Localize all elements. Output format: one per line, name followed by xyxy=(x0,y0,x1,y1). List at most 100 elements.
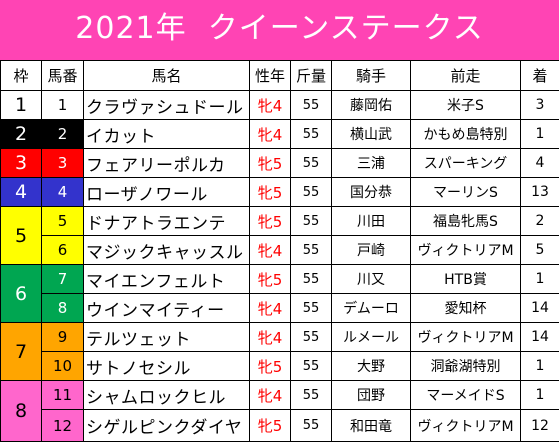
previous-race-cell: ヴィクトリアM xyxy=(411,236,521,265)
waku-cell: 1 xyxy=(1,91,42,120)
horse-name-cell: サトノセシル xyxy=(84,352,250,381)
horse-name-cell: テルツェット xyxy=(84,323,250,352)
waku-cell: 3 xyxy=(1,149,42,178)
horse-number-cell: 4 xyxy=(42,178,84,207)
sex-age-cell: 牝4 xyxy=(250,323,291,352)
weight-cell: 55 xyxy=(291,381,332,410)
finish-cell: 5 xyxy=(521,236,559,265)
finish-cell: 12 xyxy=(521,410,559,442)
finish-cell: 2 xyxy=(521,207,559,236)
weight-cell: 55 xyxy=(291,410,332,442)
finish-cell: 14 xyxy=(521,323,559,352)
finish-cell: 4 xyxy=(521,149,559,178)
weight-cell: 55 xyxy=(291,91,332,120)
sex-age-cell: 牝4 xyxy=(250,381,291,410)
jockey-cell: 横山武 xyxy=(332,120,411,149)
horse-number-cell: 3 xyxy=(42,149,84,178)
finish-cell: 1 xyxy=(521,381,559,410)
jockey-cell: デムーロ xyxy=(332,294,411,323)
previous-race-cell: 福島牝馬S xyxy=(411,207,521,236)
sex-age-cell: 牝5 xyxy=(250,352,291,381)
horse-name-cell: フェアリーポルカ xyxy=(84,149,250,178)
finish-cell: 1 xyxy=(521,265,559,294)
horse-number-cell: 2 xyxy=(42,120,84,149)
horse-name-cell: シゲルピンクダイヤ xyxy=(84,410,250,442)
sex-age-cell: 牝5 xyxy=(250,207,291,236)
weight-cell: 55 xyxy=(291,323,332,352)
weight-cell: 55 xyxy=(291,265,332,294)
horse-name-cell: ウインマイティー xyxy=(84,294,250,323)
weight-cell: 55 xyxy=(291,294,332,323)
header-previous-race: 前走 xyxy=(411,61,521,91)
horse-name-cell: シャムロックヒル xyxy=(84,381,250,410)
weight-cell: 55 xyxy=(291,352,332,381)
jockey-cell: 和田竜 xyxy=(332,410,411,442)
jockey-cell: ルメール xyxy=(332,323,411,352)
sex-age-cell: 牝4 xyxy=(250,120,291,149)
jockey-cell: 三浦 xyxy=(332,149,411,178)
header-finish: 着 xyxy=(521,61,559,91)
weight-cell: 55 xyxy=(291,149,332,178)
jockey-cell: 大野 xyxy=(332,352,411,381)
horse-number-cell: 9 xyxy=(42,323,84,352)
sex-age-cell: 牝5 xyxy=(250,149,291,178)
jockey-cell: 川田 xyxy=(332,207,411,236)
finish-cell: 3 xyxy=(521,91,559,120)
horse-name-cell: ローザノワール xyxy=(84,178,250,207)
sex-age-cell: 牝5 xyxy=(250,178,291,207)
waku-cell: 8 xyxy=(1,381,42,442)
horse-number-cell: 1 xyxy=(42,91,84,120)
previous-race-cell: ヴィクトリアM xyxy=(411,410,521,442)
jockey-cell: 国分恭 xyxy=(332,178,411,207)
horse-number-cell: 12 xyxy=(42,410,84,442)
horse-name-cell: マイエンフェルト xyxy=(84,265,250,294)
weight-cell: 55 xyxy=(291,236,332,265)
horse-name-cell: ドナアトラエンテ xyxy=(84,207,250,236)
weight-cell: 55 xyxy=(291,207,332,236)
previous-race-cell: 洞爺湖特別 xyxy=(411,352,521,381)
horse-name-cell: クラヴァシュドール xyxy=(84,91,250,120)
horse-number-cell: 7 xyxy=(42,265,84,294)
finish-cell: 13 xyxy=(521,178,559,207)
header-waku: 枠 xyxy=(1,61,42,91)
waku-cell: 6 xyxy=(1,265,42,323)
waku-cell: 7 xyxy=(1,323,42,381)
horse-number-cell: 6 xyxy=(42,236,84,265)
sex-age-cell: 牝4 xyxy=(250,91,291,120)
previous-race-cell: かもめ島特別 xyxy=(411,120,521,149)
horse-name-cell: イカット xyxy=(84,120,250,149)
waku-cell: 5 xyxy=(1,207,42,265)
header-number: 馬番 xyxy=(42,61,84,91)
previous-race-cell: HTB賞 xyxy=(411,265,521,294)
previous-race-cell: 愛知杯 xyxy=(411,294,521,323)
jockey-cell: 川又 xyxy=(332,265,411,294)
previous-race-cell: 米子S xyxy=(411,91,521,120)
header-weight: 斤量 xyxy=(291,61,332,91)
header-horse-name: 馬名 xyxy=(84,61,250,91)
header-row: 枠 馬番 馬名 性年 斤量 騎手 前走 着 xyxy=(1,61,559,91)
horse-name-cell: マジックキャッスル xyxy=(84,236,250,265)
sex-age-cell: 牝4 xyxy=(250,236,291,265)
header-sex-age: 性年 xyxy=(250,61,291,91)
jockey-cell: 団野 xyxy=(332,381,411,410)
previous-race-cell: マーメイドS xyxy=(411,381,521,410)
previous-race-cell: ヴィクトリアM xyxy=(411,323,521,352)
finish-cell: 1 xyxy=(521,120,559,149)
weight-cell: 55 xyxy=(291,120,332,149)
horse-number-cell: 10 xyxy=(42,352,84,381)
previous-race-cell: スパーキング xyxy=(411,149,521,178)
page-title: 2021年 クイーンステークス xyxy=(0,10,559,48)
weight-cell: 55 xyxy=(291,178,332,207)
horse-number-cell: 8 xyxy=(42,294,84,323)
sex-age-cell: 牝4 xyxy=(250,294,291,323)
jockey-cell: 戸崎 xyxy=(332,236,411,265)
finish-cell: 1 xyxy=(521,352,559,381)
